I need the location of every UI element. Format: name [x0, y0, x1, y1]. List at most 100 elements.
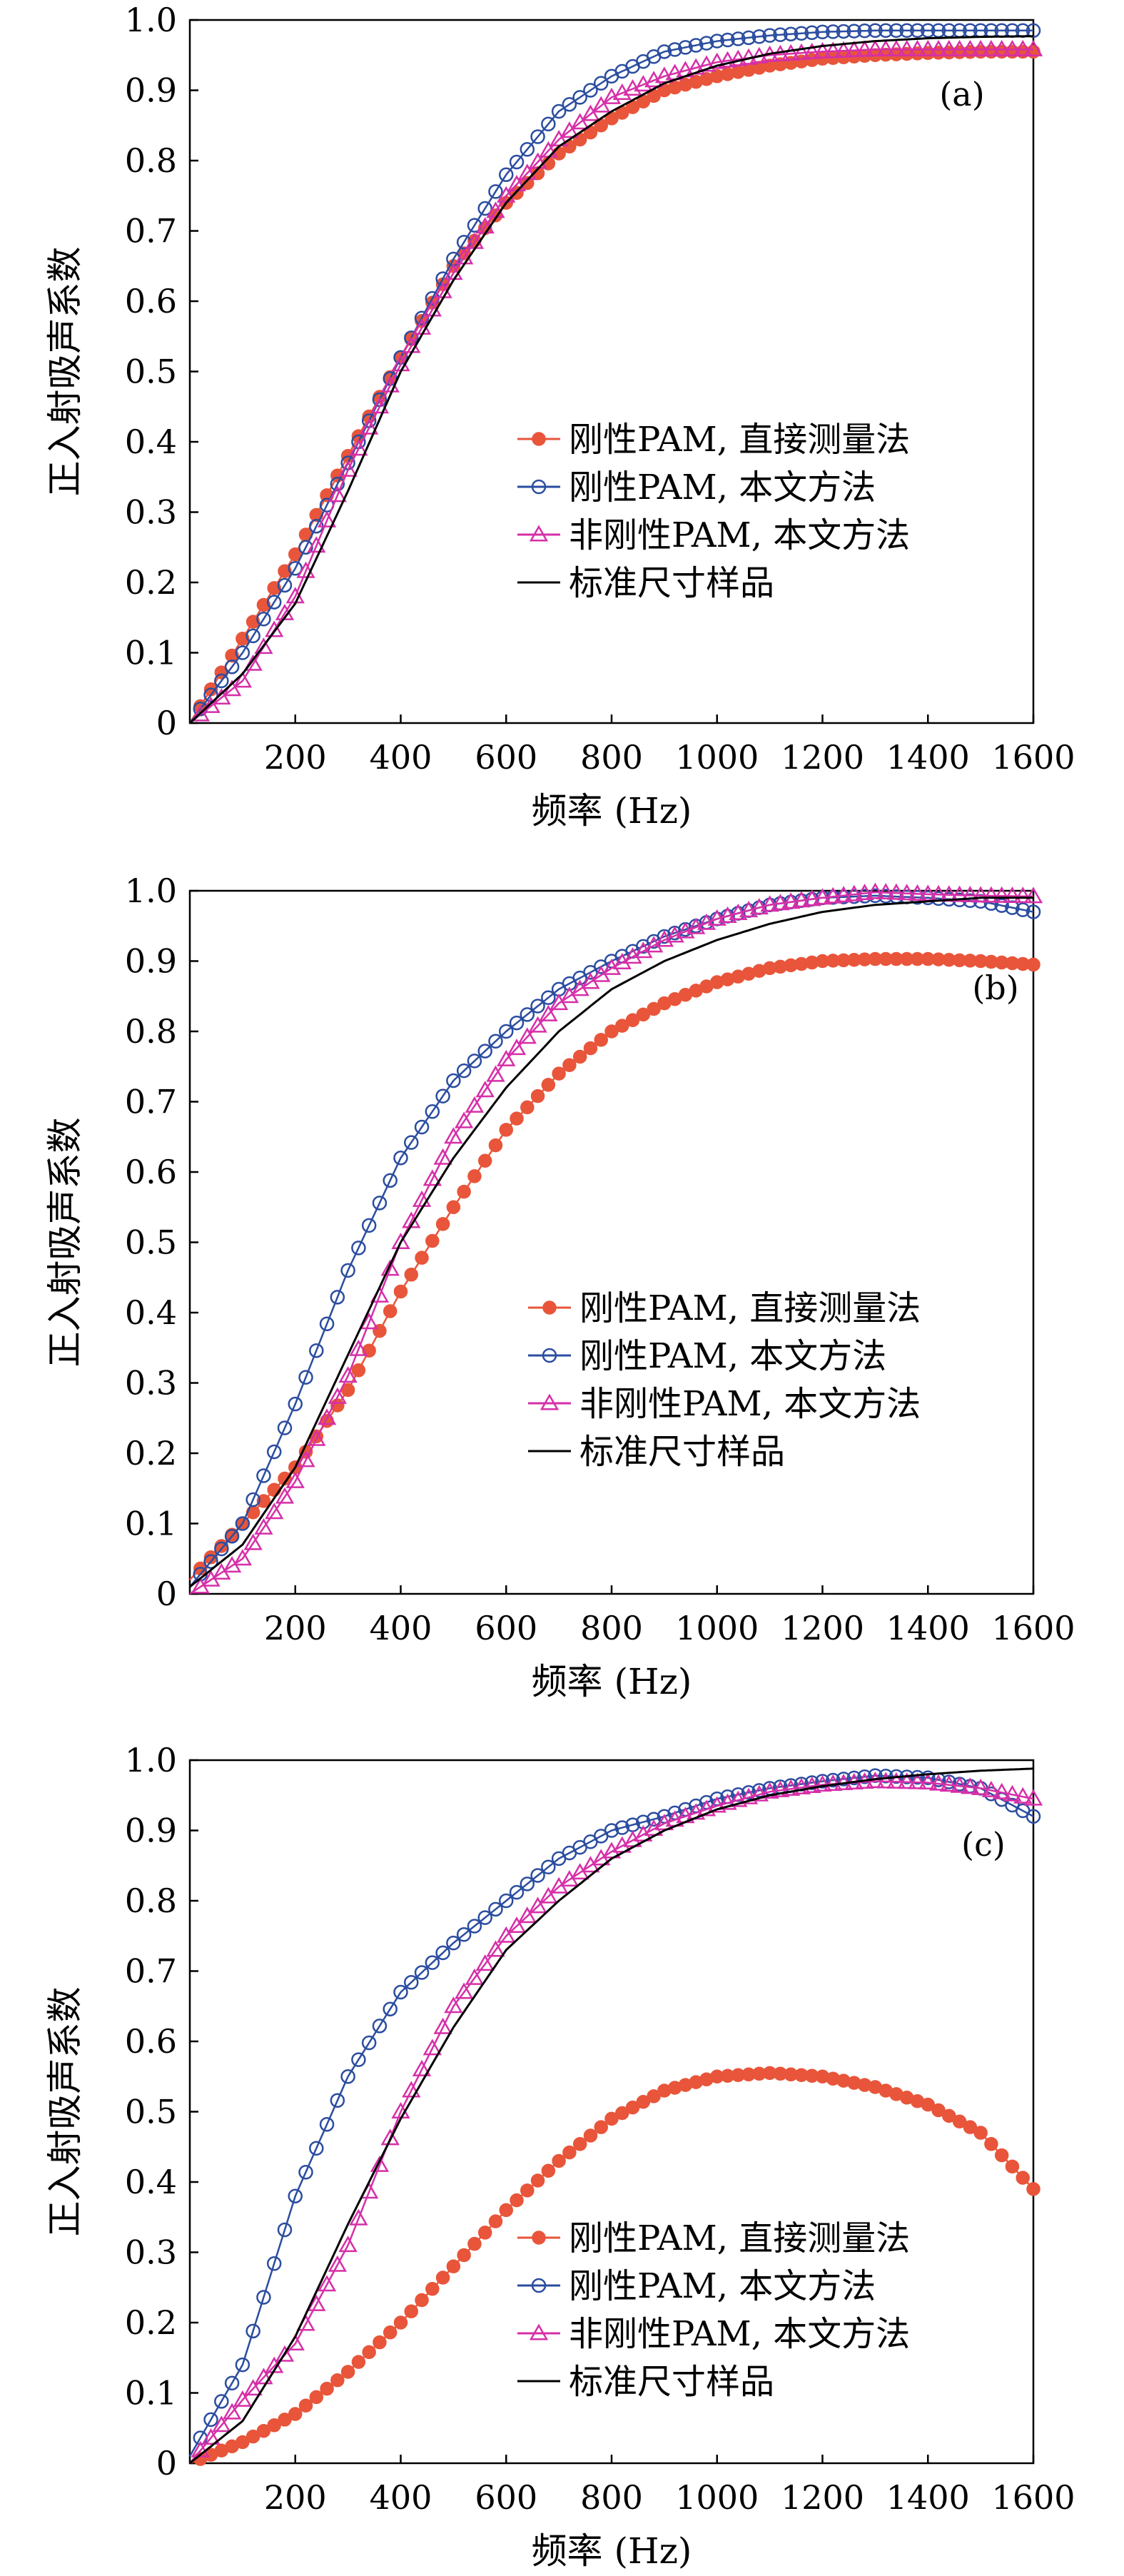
series: [188, 35, 1033, 724]
y-tick-label: 0.4: [125, 423, 177, 461]
data-point: [225, 648, 239, 663]
data-point: [507, 1039, 527, 1056]
y-axis-title: 正入射吸声系数: [44, 247, 86, 497]
data-point: [517, 1906, 537, 1924]
data-point: [594, 2120, 608, 2134]
data-point: [203, 1554, 218, 1569]
data-point: [1023, 39, 1043, 56]
x-tick-label: 1200: [781, 1609, 864, 1647]
data-point: [214, 2394, 229, 2409]
series: [189, 23, 1041, 724]
data-point: [488, 1901, 503, 1917]
data-point: [707, 909, 726, 926]
data-point: [265, 1502, 284, 1520]
legend-marker: [542, 1300, 557, 1315]
data-point: [562, 2145, 577, 2160]
data-point: [414, 1965, 430, 1980]
data-point: [572, 2137, 587, 2151]
data-point: [971, 1778, 991, 1795]
series-line: [189, 891, 1034, 1595]
data-point: [855, 884, 874, 901]
data-point: [446, 1073, 461, 1089]
data-point: [615, 1019, 629, 1033]
data-point: [245, 615, 260, 629]
data-point: [488, 184, 503, 199]
data-point: [857, 23, 872, 39]
data-point: [349, 439, 368, 456]
data-point: [465, 1968, 485, 1985]
data-point: [235, 645, 250, 660]
data-point: [349, 1339, 368, 1356]
data-point: [412, 2059, 432, 2076]
x-tick-label: 600: [475, 738, 537, 777]
data-point: [530, 1089, 545, 1103]
plot-frame: [188, 1759, 1035, 2465]
data-point: [1013, 1787, 1033, 1804]
data-point: [729, 49, 748, 66]
data-point: [224, 659, 240, 675]
data-point: [477, 1153, 492, 1168]
data-point: [317, 2275, 337, 2292]
data-point: [224, 2375, 240, 2390]
data-point: [338, 460, 358, 477]
data-point: [876, 883, 896, 900]
data-point: [908, 1772, 927, 1789]
data-point: [486, 1940, 505, 1957]
data-point: [203, 2412, 218, 2428]
data-point: [191, 2440, 210, 2458]
data-point: [235, 1516, 250, 1531]
data-point: [707, 52, 726, 69]
legend-label: 刚性PAM, 本文方法: [569, 468, 876, 507]
data-point: [351, 2052, 366, 2067]
data-point: [256, 1468, 271, 1483]
data-point: [908, 884, 927, 901]
data-point: [961, 885, 980, 903]
data-point: [802, 1776, 821, 1793]
data-point: [604, 1024, 619, 1039]
data-point: [657, 44, 672, 59]
data-point: [277, 1420, 293, 1435]
data-point: [868, 23, 883, 39]
data-point: [391, 1232, 410, 1249]
data-point: [625, 1013, 640, 1027]
x-tick-label: 600: [475, 2478, 537, 2517]
data-point: [530, 2173, 545, 2188]
data-point: [278, 2413, 292, 2427]
data-point: [245, 2429, 260, 2444]
data-point: [446, 1200, 461, 1214]
x-tick-label: 1400: [886, 1609, 970, 1647]
data-point: [572, 90, 587, 105]
legend-label: 刚性PAM, 本文方法: [579, 1336, 886, 1376]
x-tick-label: 400: [370, 738, 432, 777]
data-point: [435, 1945, 450, 1961]
data-point: [541, 990, 556, 1005]
data-point: [791, 1777, 811, 1794]
data-point: [878, 23, 893, 39]
data-point: [1026, 957, 1041, 972]
data-point: [530, 999, 545, 1014]
data-point: [488, 1138, 503, 1153]
series: [188, 44, 1041, 724]
data-point: [647, 1001, 661, 1016]
data-point: [393, 2315, 408, 2330]
y-tick-label: 0.9: [125, 1812, 177, 1850]
data-point: [855, 40, 874, 57]
data-point: [781, 44, 801, 61]
data-point: [243, 654, 263, 671]
data-point: [834, 886, 854, 903]
data-point: [570, 113, 589, 130]
data-point: [1013, 887, 1033, 904]
data-point: [572, 1049, 587, 1064]
data-point: [404, 1135, 419, 1150]
data-point: [444, 1127, 463, 1144]
data-point: [509, 1015, 525, 1031]
data-point: [340, 2365, 355, 2379]
data-point: [266, 2256, 282, 2271]
data-point: [298, 540, 313, 555]
y-tick-label: 0.1: [125, 1505, 177, 1543]
data-point: [749, 1784, 769, 1802]
data-point: [497, 1926, 516, 1943]
data-point: [897, 884, 916, 901]
data-point: [552, 1066, 566, 1081]
